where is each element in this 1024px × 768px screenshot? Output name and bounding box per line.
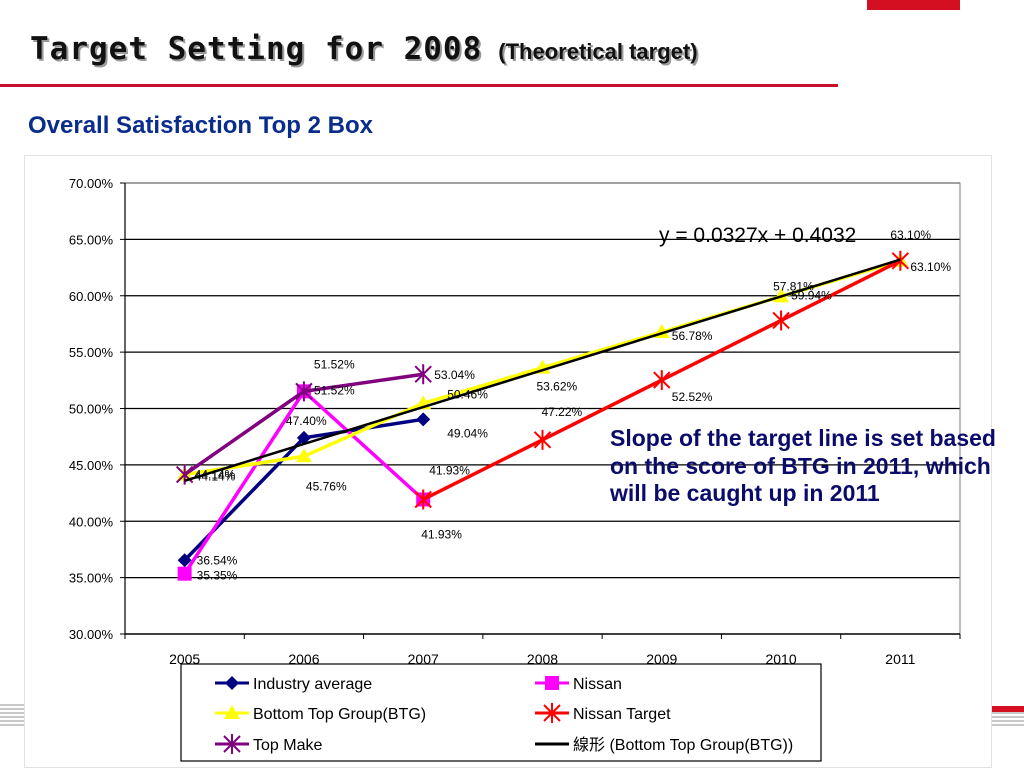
series-nissan-target: [414, 250, 910, 510]
data-label: 41.93%: [429, 463, 470, 477]
x-tick-label: 2010: [765, 651, 796, 667]
data-label: 53.04%: [434, 368, 475, 382]
triangle-marker: [295, 448, 312, 463]
x-tick-label: 2007: [408, 651, 439, 667]
x-tick-label: 2011: [885, 651, 915, 667]
star-marker: [414, 489, 432, 510]
legend-box: [180, 663, 822, 762]
x-tick-label: 2006: [288, 651, 319, 667]
legend-item: 線形 (Bottom Top Group(BTG)): [535, 736, 793, 754]
slide-title-sub: (Theoretical target): [498, 39, 698, 64]
top-accent-bar: [867, 0, 960, 10]
data-label: 50.46%: [447, 387, 488, 401]
title-rule: [0, 84, 838, 87]
decor-red-bar-right: [992, 706, 1024, 712]
star-marker: [772, 310, 790, 331]
legend-label: Bottom Top Group(BTG): [253, 706, 426, 723]
legend-label: Nissan Target: [573, 706, 671, 723]
y-tick-label: 65.00%: [69, 232, 114, 247]
data-label: 44.14%: [195, 468, 236, 482]
legend: Industry average Nissan Bottom Top Group(B…: [180, 663, 822, 762]
data-label: 51.52%: [314, 383, 355, 397]
y-tick-label: 50.00%: [69, 402, 114, 417]
data-label: 45.76%: [306, 479, 347, 493]
legend-item: Top Make: [215, 734, 322, 754]
square-marker: [545, 676, 559, 690]
y-tick-label: 30.00%: [69, 627, 114, 642]
legend-label: Top Make: [253, 737, 322, 754]
diamond-marker: [296, 430, 311, 445]
data-label: 57.81%: [773, 279, 814, 293]
square-marker: [177, 566, 192, 581]
legend-label: Industry average: [253, 676, 372, 693]
diamond-marker: [177, 553, 192, 568]
data-label: 52.52%: [672, 390, 713, 404]
data-label: 63.10%: [910, 260, 951, 274]
data-label: 53.62%: [537, 380, 578, 394]
data-label: 41.93%: [421, 527, 462, 541]
x-tick-label: 2009: [646, 651, 677, 667]
legend-item: Nissan Target: [535, 703, 671, 723]
legend-item: Bottom Top Group(BTG): [215, 705, 426, 723]
data-label: 35.35%: [197, 569, 238, 583]
data-label: 59.94%: [791, 288, 832, 302]
triangle-marker: [224, 705, 240, 719]
diamond-marker: [416, 412, 431, 427]
data-label: 36.54%: [197, 553, 238, 567]
star-marker: [223, 734, 241, 754]
legend-item: Nissan: [535, 676, 622, 693]
series--bottom-top-group-btg-: [184, 258, 901, 482]
trendline-equation: y = 0.0327x + 0.4032: [659, 224, 856, 247]
slide-title-main: Target Setting for 2008: [30, 31, 483, 67]
data-label: 56.78%: [672, 329, 713, 343]
trend-line: [184, 258, 901, 482]
x-tick-label: 2005: [169, 651, 200, 667]
slope-note: Slope of the target line is set based on…: [610, 425, 996, 507]
y-tick-label: 40.00%: [69, 514, 114, 529]
series-top-make: [175, 364, 432, 485]
legend-item: Industry average: [215, 676, 372, 693]
star-marker: [653, 370, 671, 391]
star-marker: [543, 703, 561, 723]
data-label: 47.40%: [286, 414, 327, 428]
star-marker: [414, 364, 432, 385]
line-chart: 70.00% 65.00% 60.00% 55.00% 50.00% 45.00% 40.0…: [69, 176, 961, 762]
series-industry-average: [177, 412, 431, 568]
data-label: 44.14%: [195, 470, 236, 484]
data-label: 51.52%: [314, 357, 355, 371]
y-tick-label: 55.00%: [69, 345, 114, 360]
star-marker: [533, 429, 552, 450]
data-label: 49.04%: [447, 426, 488, 440]
decor-stripes-right: [992, 712, 1024, 728]
y-tick-label: 60.00%: [69, 289, 114, 304]
chart-panel: 70.00% 65.00% 60.00% 55.00% 50.00% 45.00% 40.0…: [24, 155, 992, 768]
x-tick-label: 2008: [527, 651, 558, 667]
y-tick-label: 35.00%: [69, 571, 114, 586]
data-label: 47.22%: [542, 405, 583, 419]
y-tick-label: 70.00%: [69, 176, 114, 191]
decor-stripes-left: [0, 704, 24, 726]
y-tick-label: 45.00%: [69, 458, 114, 473]
chart-subtitle: Overall Satisfaction Top 2 Box: [28, 112, 373, 139]
diamond-marker: [225, 676, 239, 690]
data-label: 63.10%: [890, 228, 931, 242]
legend-label: Nissan: [573, 676, 622, 693]
slide-title: Target Setting for 2008 (Theoretical targ…: [30, 30, 698, 67]
star-marker: [295, 381, 313, 402]
legend-label: 線形 (Bottom Top Group(BTG)): [573, 736, 793, 754]
